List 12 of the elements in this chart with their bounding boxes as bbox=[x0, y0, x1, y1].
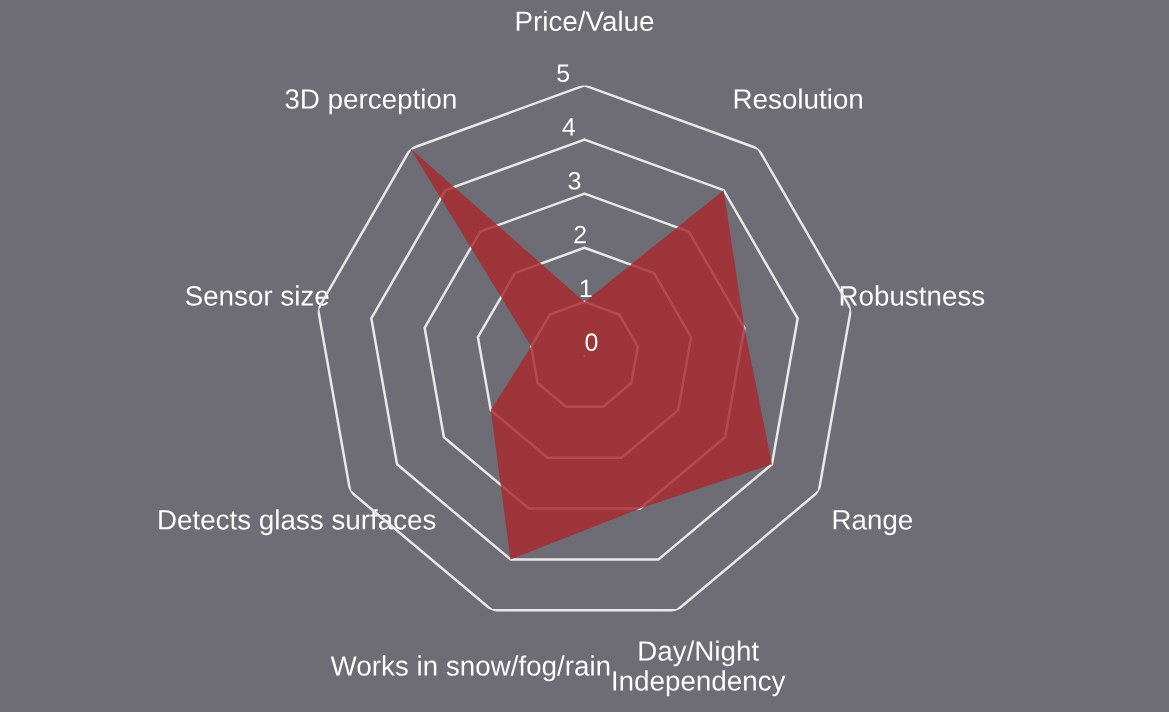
y-tick-label: 1 bbox=[580, 279, 592, 297]
y-tick-label: 4 bbox=[562, 118, 576, 136]
y-tick-label: 3 bbox=[568, 171, 581, 190]
spoke-label: Range bbox=[833, 510, 913, 536]
y-tick-label: 2 bbox=[574, 225, 586, 244]
spoke-label: Day/Night Independency bbox=[613, 640, 786, 697]
spoke-label: Resolution bbox=[734, 88, 862, 109]
spoke-label: Works in snow/fog/rain bbox=[330, 655, 610, 682]
spoke-label: Price/Value bbox=[516, 10, 654, 32]
spoke-label: 3D perception bbox=[285, 88, 456, 115]
y-tick-label: 5 bbox=[557, 64, 570, 82]
y-tick-label: 0 bbox=[585, 333, 598, 352]
